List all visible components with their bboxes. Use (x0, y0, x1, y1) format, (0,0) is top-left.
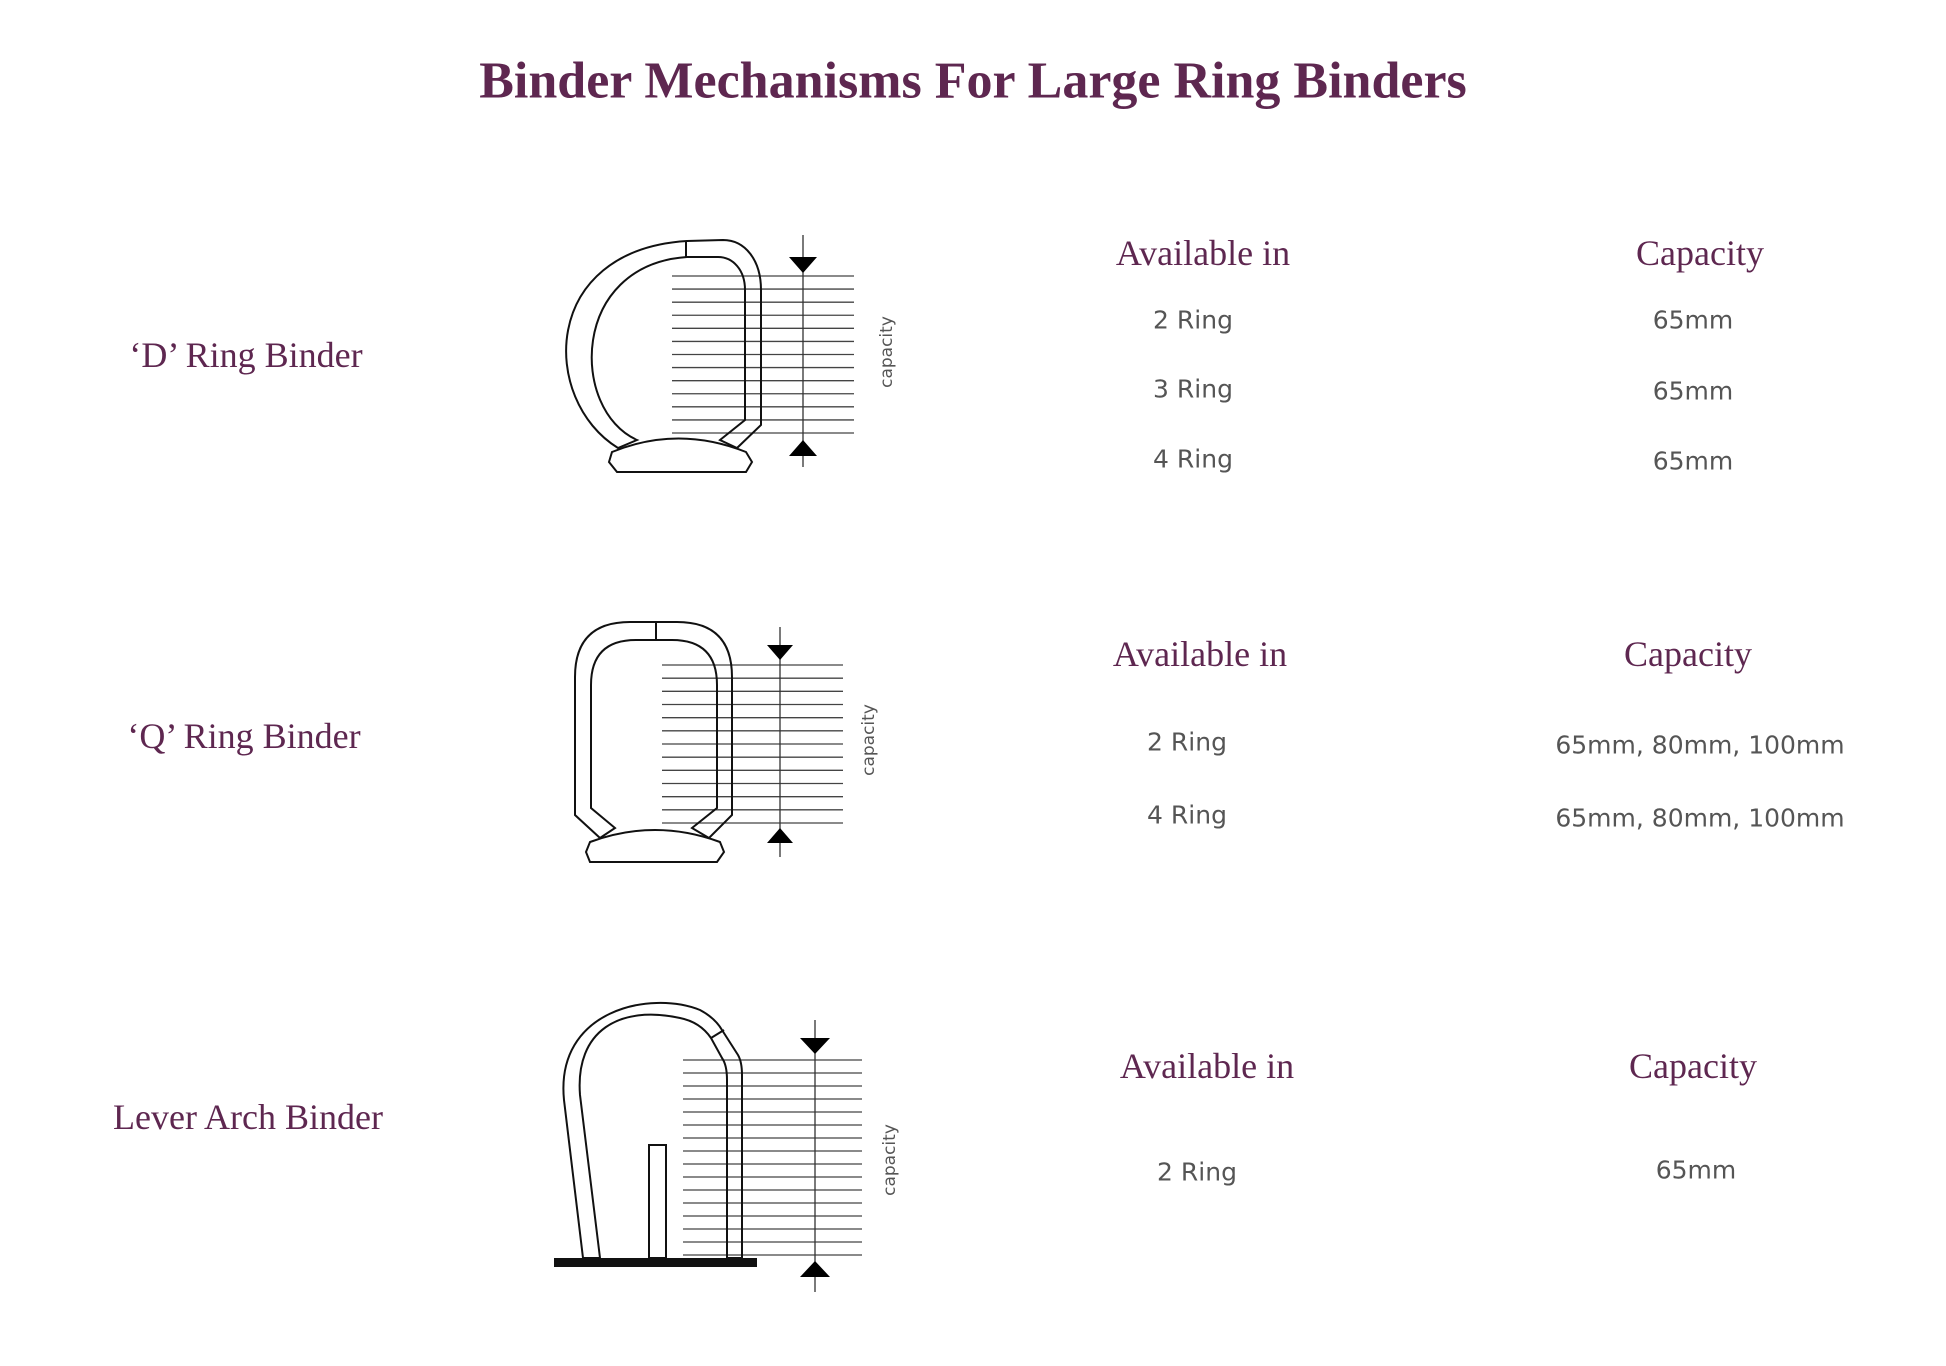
d-available-header: Available in (1115, 233, 1291, 273)
d-ring-diagram: capacity (565, 235, 897, 473)
capacity-axis-label: capacity (877, 316, 897, 388)
lever-row-rings: 2 Ring (1157, 1157, 1237, 1187)
arrow-down-icon (800, 1038, 830, 1054)
lever-available-header: Available in (1119, 1046, 1295, 1086)
lever-row-capacity: 65mm (1655, 1155, 1737, 1185)
q-row-capacity: 65mm, 80mm, 100mm (1555, 803, 1845, 833)
d-row-rings: 2 Ring (1153, 305, 1233, 335)
lever-capacity-header: Capacity (1629, 1046, 1757, 1086)
page-title: Binder Mechanisms For Large Ring Binders (479, 52, 1467, 110)
d-ring-binder-label: ‘D’ Ring Binder (129, 335, 363, 375)
d-row-capacity: 65mm (1652, 446, 1734, 476)
d-row-rings: 3 Ring (1153, 374, 1233, 404)
lever-arch-diagram: capacity (554, 1001, 900, 1292)
q-row-rings: 2 Ring (1147, 727, 1227, 757)
arrow-up-icon (767, 828, 793, 843)
d-row-rings: 4 Ring (1153, 444, 1233, 474)
capacity-axis-label: capacity (859, 704, 879, 776)
lever-post (648, 1144, 667, 1259)
q-ring-diagram: capacity (574, 621, 879, 863)
arrow-down-icon (789, 257, 817, 273)
capacity-axis-label: capacity (880, 1124, 900, 1196)
arrow-down-icon (767, 645, 793, 660)
q-capacity-header: Capacity (1624, 634, 1752, 674)
arrow-up-icon (800, 1261, 830, 1277)
q-available-header: Available in (1112, 634, 1288, 674)
q-row-rings: 4 Ring (1147, 800, 1227, 830)
d-capacity-header: Capacity (1636, 233, 1764, 273)
q-ring-binder-label: ‘Q’ Ring Binder (127, 716, 361, 756)
d-row-capacity: 65mm (1652, 305, 1734, 335)
q-row-capacity: 65mm, 80mm, 100mm (1555, 730, 1845, 760)
arrow-up-icon (789, 440, 817, 456)
d-row-capacity: 65mm (1652, 376, 1734, 406)
lever-arch-binder-label: Lever Arch Binder (113, 1097, 383, 1137)
base-plate (554, 1258, 757, 1267)
